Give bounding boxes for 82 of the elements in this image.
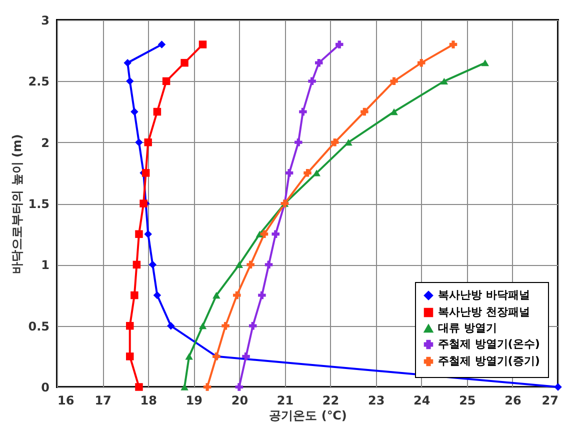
point bbox=[198, 40, 207, 48]
point bbox=[132, 260, 141, 269]
legend-label: 주철제 방열기(온수) bbox=[438, 338, 540, 350]
point bbox=[264, 260, 273, 269]
point bbox=[126, 352, 134, 360]
y-tick-label: 2.5 bbox=[28, 74, 50, 89]
point bbox=[153, 291, 162, 300]
point bbox=[130, 291, 138, 300]
point bbox=[124, 58, 132, 67]
x-tick-label: 27 bbox=[542, 394, 558, 408]
point bbox=[449, 40, 458, 48]
point bbox=[235, 383, 244, 391]
legend-label: 대류 방열기 bbox=[438, 322, 497, 334]
point bbox=[235, 261, 244, 268]
x-tick-label: 19 bbox=[186, 394, 202, 408]
point bbox=[390, 108, 398, 116]
x-tick-label: 25 bbox=[459, 394, 476, 408]
point bbox=[440, 78, 448, 85]
y-tick-label: 1.5 bbox=[28, 197, 50, 211]
point bbox=[248, 322, 257, 330]
point bbox=[162, 77, 170, 86]
point bbox=[258, 291, 266, 300]
point bbox=[344, 138, 352, 146]
point bbox=[360, 108, 368, 116]
point bbox=[148, 260, 157, 269]
point bbox=[140, 200, 148, 208]
point bbox=[158, 40, 166, 48]
x-tick-label: 26 bbox=[504, 394, 522, 408]
point bbox=[312, 170, 320, 176]
y-tick-label: 1 bbox=[41, 258, 50, 272]
point bbox=[336, 40, 344, 48]
point bbox=[166, 322, 175, 330]
point bbox=[417, 58, 426, 67]
x-tick-label: 23 bbox=[368, 394, 385, 408]
point bbox=[315, 58, 323, 67]
point bbox=[222, 322, 230, 330]
legend-label: 복사난방 천장패널 bbox=[438, 306, 530, 318]
y-tick-label: 3 bbox=[41, 14, 50, 28]
point bbox=[130, 108, 138, 116]
point bbox=[554, 383, 562, 391]
point bbox=[272, 230, 280, 238]
point bbox=[185, 353, 193, 360]
point bbox=[299, 108, 307, 116]
legend-label: 주철제 방열기(증기) bbox=[438, 354, 540, 368]
x-tick-label: 24 bbox=[414, 394, 430, 408]
point bbox=[144, 138, 152, 146]
point bbox=[330, 138, 339, 146]
point bbox=[390, 77, 398, 86]
y-tick-label: 0 bbox=[41, 380, 50, 394]
x-tick-label: 18 bbox=[140, 394, 157, 408]
point bbox=[304, 169, 312, 177]
x-tick-label: 21 bbox=[276, 394, 294, 408]
point bbox=[260, 230, 268, 238]
x-tick-label: 17 bbox=[94, 394, 112, 408]
point bbox=[233, 291, 241, 300]
x-axis-title: 공기온도 (℃) bbox=[269, 408, 347, 422]
point bbox=[294, 138, 302, 146]
point bbox=[126, 322, 134, 330]
point bbox=[308, 77, 316, 86]
point bbox=[153, 108, 162, 116]
point bbox=[144, 230, 152, 238]
point bbox=[135, 230, 143, 238]
x-tick-label: 16 bbox=[58, 394, 74, 408]
point bbox=[198, 322, 207, 330]
point bbox=[180, 384, 188, 390]
point bbox=[481, 59, 489, 66]
point bbox=[142, 169, 150, 177]
y-axis-title: 바닥으로부터의 높이 (m) bbox=[10, 134, 24, 274]
point bbox=[212, 292, 220, 299]
point bbox=[126, 77, 134, 86]
x-tick-label: 20 bbox=[231, 394, 248, 408]
point bbox=[285, 169, 294, 177]
point bbox=[246, 260, 254, 269]
x-tick-label: 22 bbox=[322, 394, 340, 408]
point bbox=[180, 58, 188, 67]
point bbox=[203, 383, 212, 391]
point bbox=[242, 352, 250, 360]
point bbox=[135, 138, 143, 146]
legend-label: 복사난방 바닥패널 bbox=[438, 288, 530, 302]
point bbox=[135, 383, 143, 391]
y-tick-label: 0.5 bbox=[28, 319, 50, 334]
y-tick-label: 2 bbox=[41, 136, 50, 150]
